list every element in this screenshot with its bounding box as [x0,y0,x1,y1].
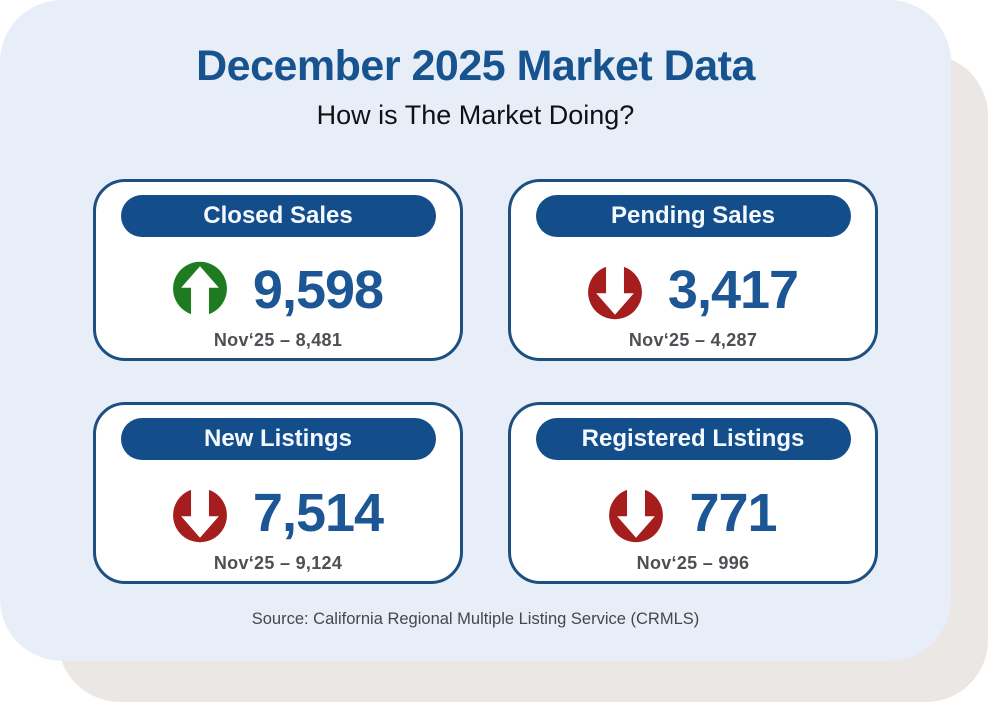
market-data-panel: December 2025 Market Data How is The Mar… [0,0,951,661]
down-arrow-icon [173,483,227,544]
value-row: 771 [609,482,778,544]
previous-month-value: Nov‘25 – 9,124 [213,553,343,573]
previous-month-value: Nov‘25 – 4,287 [628,330,758,350]
page-subtitle: How is The Market Doing? [316,100,635,130]
down-arrow-icon [588,260,642,321]
card-closed-sales: Closed Sales 9,598 Nov‘25 – 8,481 [93,179,463,361]
down-arrow-icon [609,483,664,544]
value-row: 9,598 [173,259,384,321]
card-title-pill: Pending Sales [535,195,851,237]
source-note: Source: California Regional Multiple Lis… [251,610,700,628]
metric-value: 771 [689,483,777,543]
card-new-listings: New Listings 7,514 Nov‘25 – 9,124 [93,402,463,584]
card-title: New Listings [203,425,353,452]
card-title-pill: Closed Sales [120,195,436,237]
previous-month-value: Nov‘25 – 8,481 [213,330,343,350]
value-row: 3,417 [588,259,799,321]
card-registered-listings: Registered Listings 771 Nov‘25 – 996 [508,402,878,584]
value-row: 7,514 [173,482,384,544]
card-pending-sales: Pending Sales 3,417 Nov‘25 – 4,287 [508,179,878,361]
metric-value: 9,598 [252,260,384,320]
card-title-pill: New Listings [120,418,436,460]
card-title: Closed Sales [203,202,353,229]
page-title: December 2025 Market Data [196,42,755,90]
card-title-pill: Registered Listings [535,418,851,460]
card-title: Registered Listings [581,425,805,452]
metric-value: 7,514 [252,483,384,543]
up-arrow-icon [173,260,227,321]
previous-month-value: Nov‘25 – 996 [636,553,750,573]
card-title: Pending Sales [610,202,776,229]
metric-value: 3,417 [667,260,799,320]
metric-cards-grid: Closed Sales 9,598 Nov‘25 – 8,481 Pendin… [93,179,878,584]
